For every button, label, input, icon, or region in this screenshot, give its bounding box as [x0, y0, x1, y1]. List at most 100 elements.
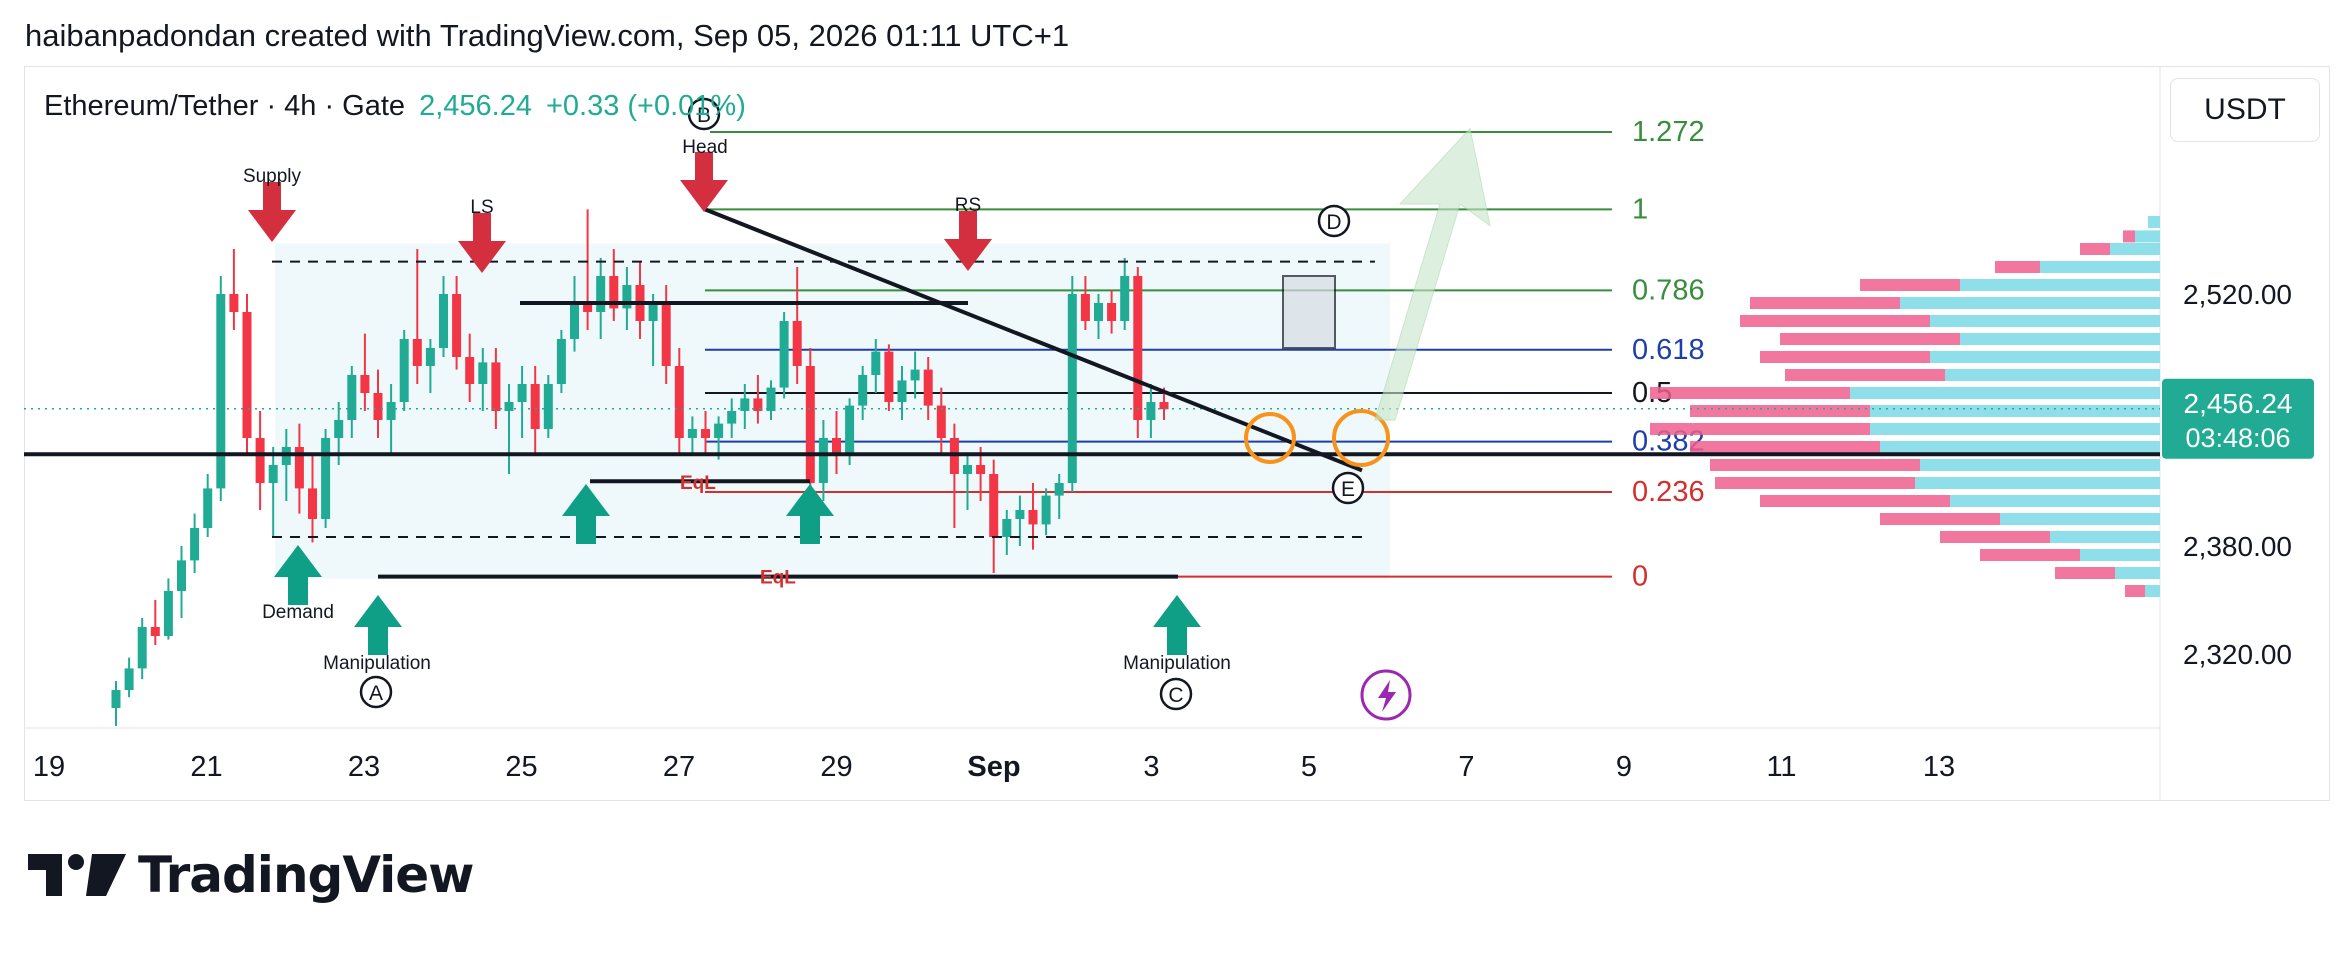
eql-upper-arrow-1-shaft	[576, 514, 596, 544]
candle-body	[268, 465, 278, 483]
candle-body	[1107, 303, 1117, 321]
eql-upper-arrow-1-head	[562, 484, 610, 516]
manipulation-arrow-2	[1153, 595, 1201, 655]
candle-body	[150, 627, 160, 636]
supply-arrow	[248, 182, 296, 242]
point-c-circle	[1159, 677, 1193, 711]
manipulation-arrow-1-shaft	[368, 625, 388, 655]
volume-profile-down-bar	[2080, 243, 2110, 255]
x-tick-label: 13	[1923, 751, 1955, 783]
volume-profile-down-bar	[1650, 387, 1850, 399]
volume-profile-down-bar	[1750, 297, 1900, 309]
candle-body	[818, 438, 828, 483]
y-tick-label: 2,520.00	[2183, 279, 2292, 310]
ls-arrow	[458, 213, 506, 273]
candle-body	[504, 402, 514, 411]
candle-body	[556, 339, 566, 384]
candle-body	[203, 488, 213, 528]
candle-body	[308, 488, 317, 519]
eql-label-upper: EqL	[680, 473, 716, 494]
eql-upper-arrow-2-head	[786, 484, 834, 516]
candle-body	[687, 429, 697, 438]
demand-arrow-head	[274, 545, 322, 577]
volume-profile-up-bar	[1950, 495, 2160, 507]
volume-profile-down-bar	[1995, 261, 2040, 273]
candle-body	[910, 369, 920, 381]
candle-body	[412, 339, 422, 366]
ls-arrow-head	[458, 241, 506, 273]
candle-body	[661, 303, 671, 366]
countdown-label: 03:48:06	[2185, 423, 2290, 453]
candle-body	[963, 465, 972, 474]
eql-upper-arrow-2	[786, 484, 834, 544]
tradingview-logo[interactable]: TradingView	[28, 846, 474, 904]
candle-body	[727, 411, 737, 424]
candle-body	[334, 420, 344, 438]
candle-body	[294, 447, 304, 489]
ls-label: LS	[470, 197, 493, 218]
supply-label: Supply	[243, 166, 302, 187]
demand-arrow	[274, 545, 322, 605]
legend-change: +0.33 (+0.01%)	[545, 90, 746, 122]
volume-profile-up-bar	[1900, 297, 2160, 309]
chart-panel[interactable]	[24, 66, 2330, 801]
eql-label-lower: EqL	[760, 568, 796, 589]
symbol-name: Ethereum/Tether · 4h · Gate	[44, 90, 406, 122]
rs-label: RS	[955, 195, 981, 216]
candle-body	[1054, 483, 1064, 496]
fib-label-0: 0	[1632, 561, 1648, 593]
candle-body	[530, 384, 540, 429]
volume-profile-down-bar	[1650, 423, 1870, 435]
candle-body	[478, 362, 488, 384]
volume-profile-up-bar	[1915, 477, 2160, 489]
volume-profile-up-bar	[1850, 387, 2160, 399]
volume-profile-up-bar	[2148, 216, 2160, 228]
candle-body	[989, 474, 999, 537]
candle-body	[111, 690, 121, 708]
candle-body	[425, 348, 435, 366]
x-tick-label: 29	[820, 751, 852, 783]
volume-profile-up-bar	[2050, 531, 2160, 543]
candle-body	[1133, 276, 1143, 420]
volume-profile-up-bar	[2080, 549, 2160, 561]
manipulation-label-2: Manipulation	[1123, 653, 1231, 674]
x-tick-label: 7	[1458, 751, 1474, 783]
descending-trendline	[704, 207, 1363, 473]
candle-body	[740, 398, 750, 411]
head-arrow	[680, 152, 728, 212]
volume-profile-down-bar	[2055, 567, 2115, 579]
last-price-label: 2,456.24	[2184, 388, 2293, 419]
x-tick-label: 11	[1766, 751, 1796, 783]
manipulation-arrow-2-shaft	[1167, 625, 1187, 655]
currency-selector[interactable]: USDT	[2170, 78, 2320, 142]
candle-body	[347, 375, 357, 420]
x-tick-label: 5	[1301, 751, 1317, 783]
consolidation-box	[1282, 275, 1336, 349]
symbol-legend: Ethereum/Tether · 4h · Gate 2,456.24 +0.…	[44, 90, 746, 123]
head-label: Head	[682, 137, 727, 158]
point-a-letter: A	[369, 682, 383, 705]
volume-profile-down-bar	[1940, 531, 2050, 543]
eql-upper-arrow-2-shaft	[800, 514, 820, 544]
volume-profile-down-bar	[2125, 585, 2145, 597]
candle-body	[1146, 402, 1156, 420]
candle-body	[1094, 303, 1103, 321]
candle-body	[163, 591, 173, 636]
candle-body	[1041, 495, 1051, 525]
fib-label-0.618: 0.618	[1632, 334, 1705, 366]
candle-body	[439, 294, 448, 348]
x-tick-label: 23	[348, 751, 380, 783]
x-tick-label: 25	[505, 751, 537, 783]
point-b-letter: B	[697, 104, 711, 127]
candle-body	[190, 528, 200, 561]
candle-body	[832, 438, 841, 456]
fib-label-1: 1	[1632, 193, 1648, 225]
currency-label: USDT	[2204, 93, 2286, 126]
rs-arrow	[944, 211, 992, 271]
candle-body	[871, 351, 881, 375]
manipulation-arrow-2-head	[1153, 595, 1201, 627]
volume-profile-up-bar	[2000, 513, 2160, 525]
candle-body	[648, 303, 658, 321]
fib-label-0.786: 0.786	[1632, 274, 1705, 306]
